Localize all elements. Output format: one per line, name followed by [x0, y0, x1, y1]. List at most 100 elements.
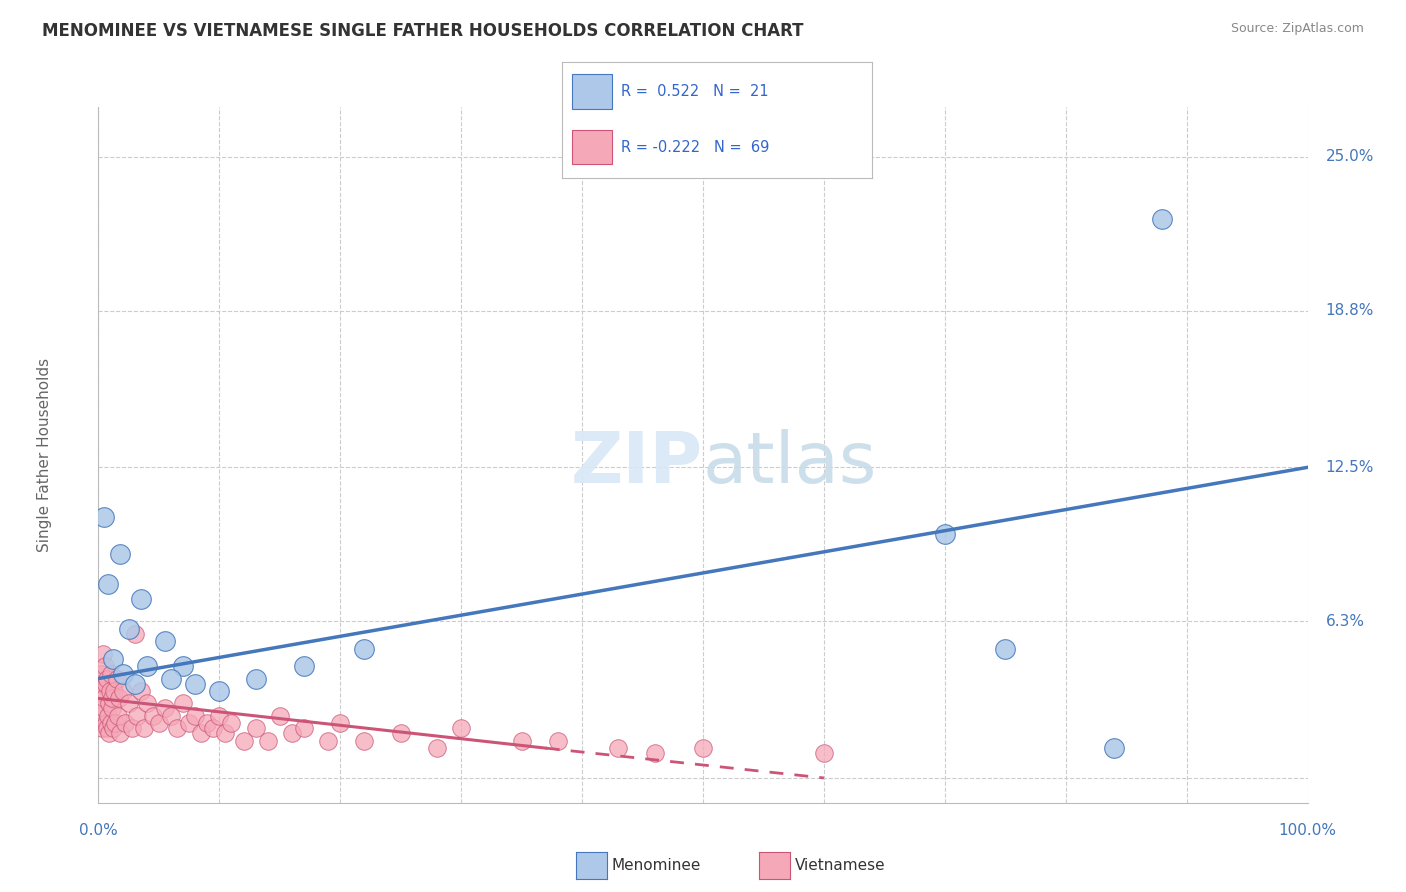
- Point: [101, 721, 124, 735]
- Text: MENOMINEE VS VIETNAMESE SINGLE FATHER HOUSEHOLDS CORRELATION CHART: MENOMINEE VS VIETNAMESE SINGLE FATHER HO…: [42, 22, 804, 40]
- Point: [281, 726, 304, 740]
- Point: [813, 746, 835, 760]
- Text: Source: ZipAtlas.com: Source: ZipAtlas.com: [1230, 22, 1364, 36]
- Point: [111, 666, 134, 681]
- Point: [105, 672, 128, 686]
- Text: 100.0%: 100.0%: [1278, 822, 1337, 838]
- Point: [450, 721, 472, 735]
- Point: [172, 697, 194, 711]
- Point: [93, 701, 115, 715]
- Point: [91, 721, 114, 735]
- Point: [153, 701, 176, 715]
- Point: [93, 691, 115, 706]
- Point: [96, 721, 118, 735]
- Point: [90, 708, 112, 723]
- Point: [292, 659, 315, 673]
- Point: [118, 622, 141, 636]
- Point: [329, 716, 352, 731]
- Point: [269, 708, 291, 723]
- Point: [108, 547, 131, 561]
- Bar: [572, 74, 612, 109]
- Point: [98, 726, 121, 740]
- Point: [94, 659, 117, 673]
- Point: [353, 641, 375, 656]
- Point: [111, 684, 134, 698]
- Text: R = -0.222   N =  69: R = -0.222 N = 69: [621, 139, 769, 154]
- Point: [97, 577, 120, 591]
- Point: [124, 627, 146, 641]
- Point: [135, 697, 157, 711]
- Point: [97, 697, 120, 711]
- Text: 6.3%: 6.3%: [1326, 614, 1365, 629]
- Point: [221, 716, 243, 731]
- Text: Menominee: Menominee: [612, 858, 702, 872]
- Point: [547, 733, 569, 747]
- Point: [101, 691, 124, 706]
- Point: [214, 726, 236, 740]
- Point: [129, 592, 152, 607]
- Point: [426, 741, 449, 756]
- Point: [316, 733, 339, 747]
- Point: [160, 708, 183, 723]
- Text: Vietnamese: Vietnamese: [794, 858, 884, 872]
- Bar: [572, 129, 612, 164]
- Point: [114, 716, 136, 731]
- Point: [104, 716, 127, 731]
- Point: [934, 527, 956, 541]
- Point: [100, 666, 122, 681]
- Point: [121, 721, 143, 735]
- Text: ZIP: ZIP: [571, 429, 703, 499]
- Point: [1152, 211, 1174, 226]
- Point: [100, 716, 122, 731]
- Point: [134, 721, 156, 735]
- Point: [208, 684, 231, 698]
- Point: [166, 721, 188, 735]
- Text: atlas: atlas: [703, 429, 877, 499]
- Point: [94, 716, 117, 731]
- Point: [195, 716, 218, 731]
- Point: [208, 708, 231, 723]
- Point: [90, 666, 112, 681]
- Point: [353, 733, 375, 747]
- Point: [245, 721, 267, 735]
- Point: [148, 716, 170, 731]
- Point: [179, 716, 201, 731]
- Point: [91, 684, 114, 698]
- Point: [98, 684, 121, 698]
- Point: [107, 708, 129, 723]
- Point: [142, 708, 165, 723]
- Point: [256, 733, 278, 747]
- Text: 25.0%: 25.0%: [1326, 149, 1374, 164]
- Point: [607, 741, 630, 756]
- Point: [1102, 741, 1125, 756]
- Point: [232, 733, 254, 747]
- Point: [127, 708, 149, 723]
- Point: [89, 676, 111, 690]
- Point: [184, 708, 207, 723]
- Point: [153, 634, 176, 648]
- Text: R =  0.522   N =  21: R = 0.522 N = 21: [621, 84, 769, 99]
- Point: [97, 708, 120, 723]
- Text: Single Father Households: Single Father Households: [37, 358, 52, 552]
- Point: [108, 691, 131, 706]
- Point: [91, 647, 114, 661]
- Point: [172, 659, 194, 673]
- Text: 0.0%: 0.0%: [79, 822, 118, 838]
- Point: [124, 676, 146, 690]
- Point: [135, 659, 157, 673]
- Text: 12.5%: 12.5%: [1326, 460, 1374, 475]
- Point: [101, 651, 124, 665]
- Point: [245, 672, 267, 686]
- Point: [644, 746, 666, 760]
- Point: [96, 672, 118, 686]
- Point: [129, 684, 152, 698]
- Point: [692, 741, 714, 756]
- Point: [292, 721, 315, 735]
- Point: [190, 726, 212, 740]
- Point: [510, 733, 533, 747]
- Point: [994, 641, 1017, 656]
- Point: [160, 672, 183, 686]
- Point: [103, 684, 125, 698]
- Point: [202, 721, 225, 735]
- Point: [118, 697, 141, 711]
